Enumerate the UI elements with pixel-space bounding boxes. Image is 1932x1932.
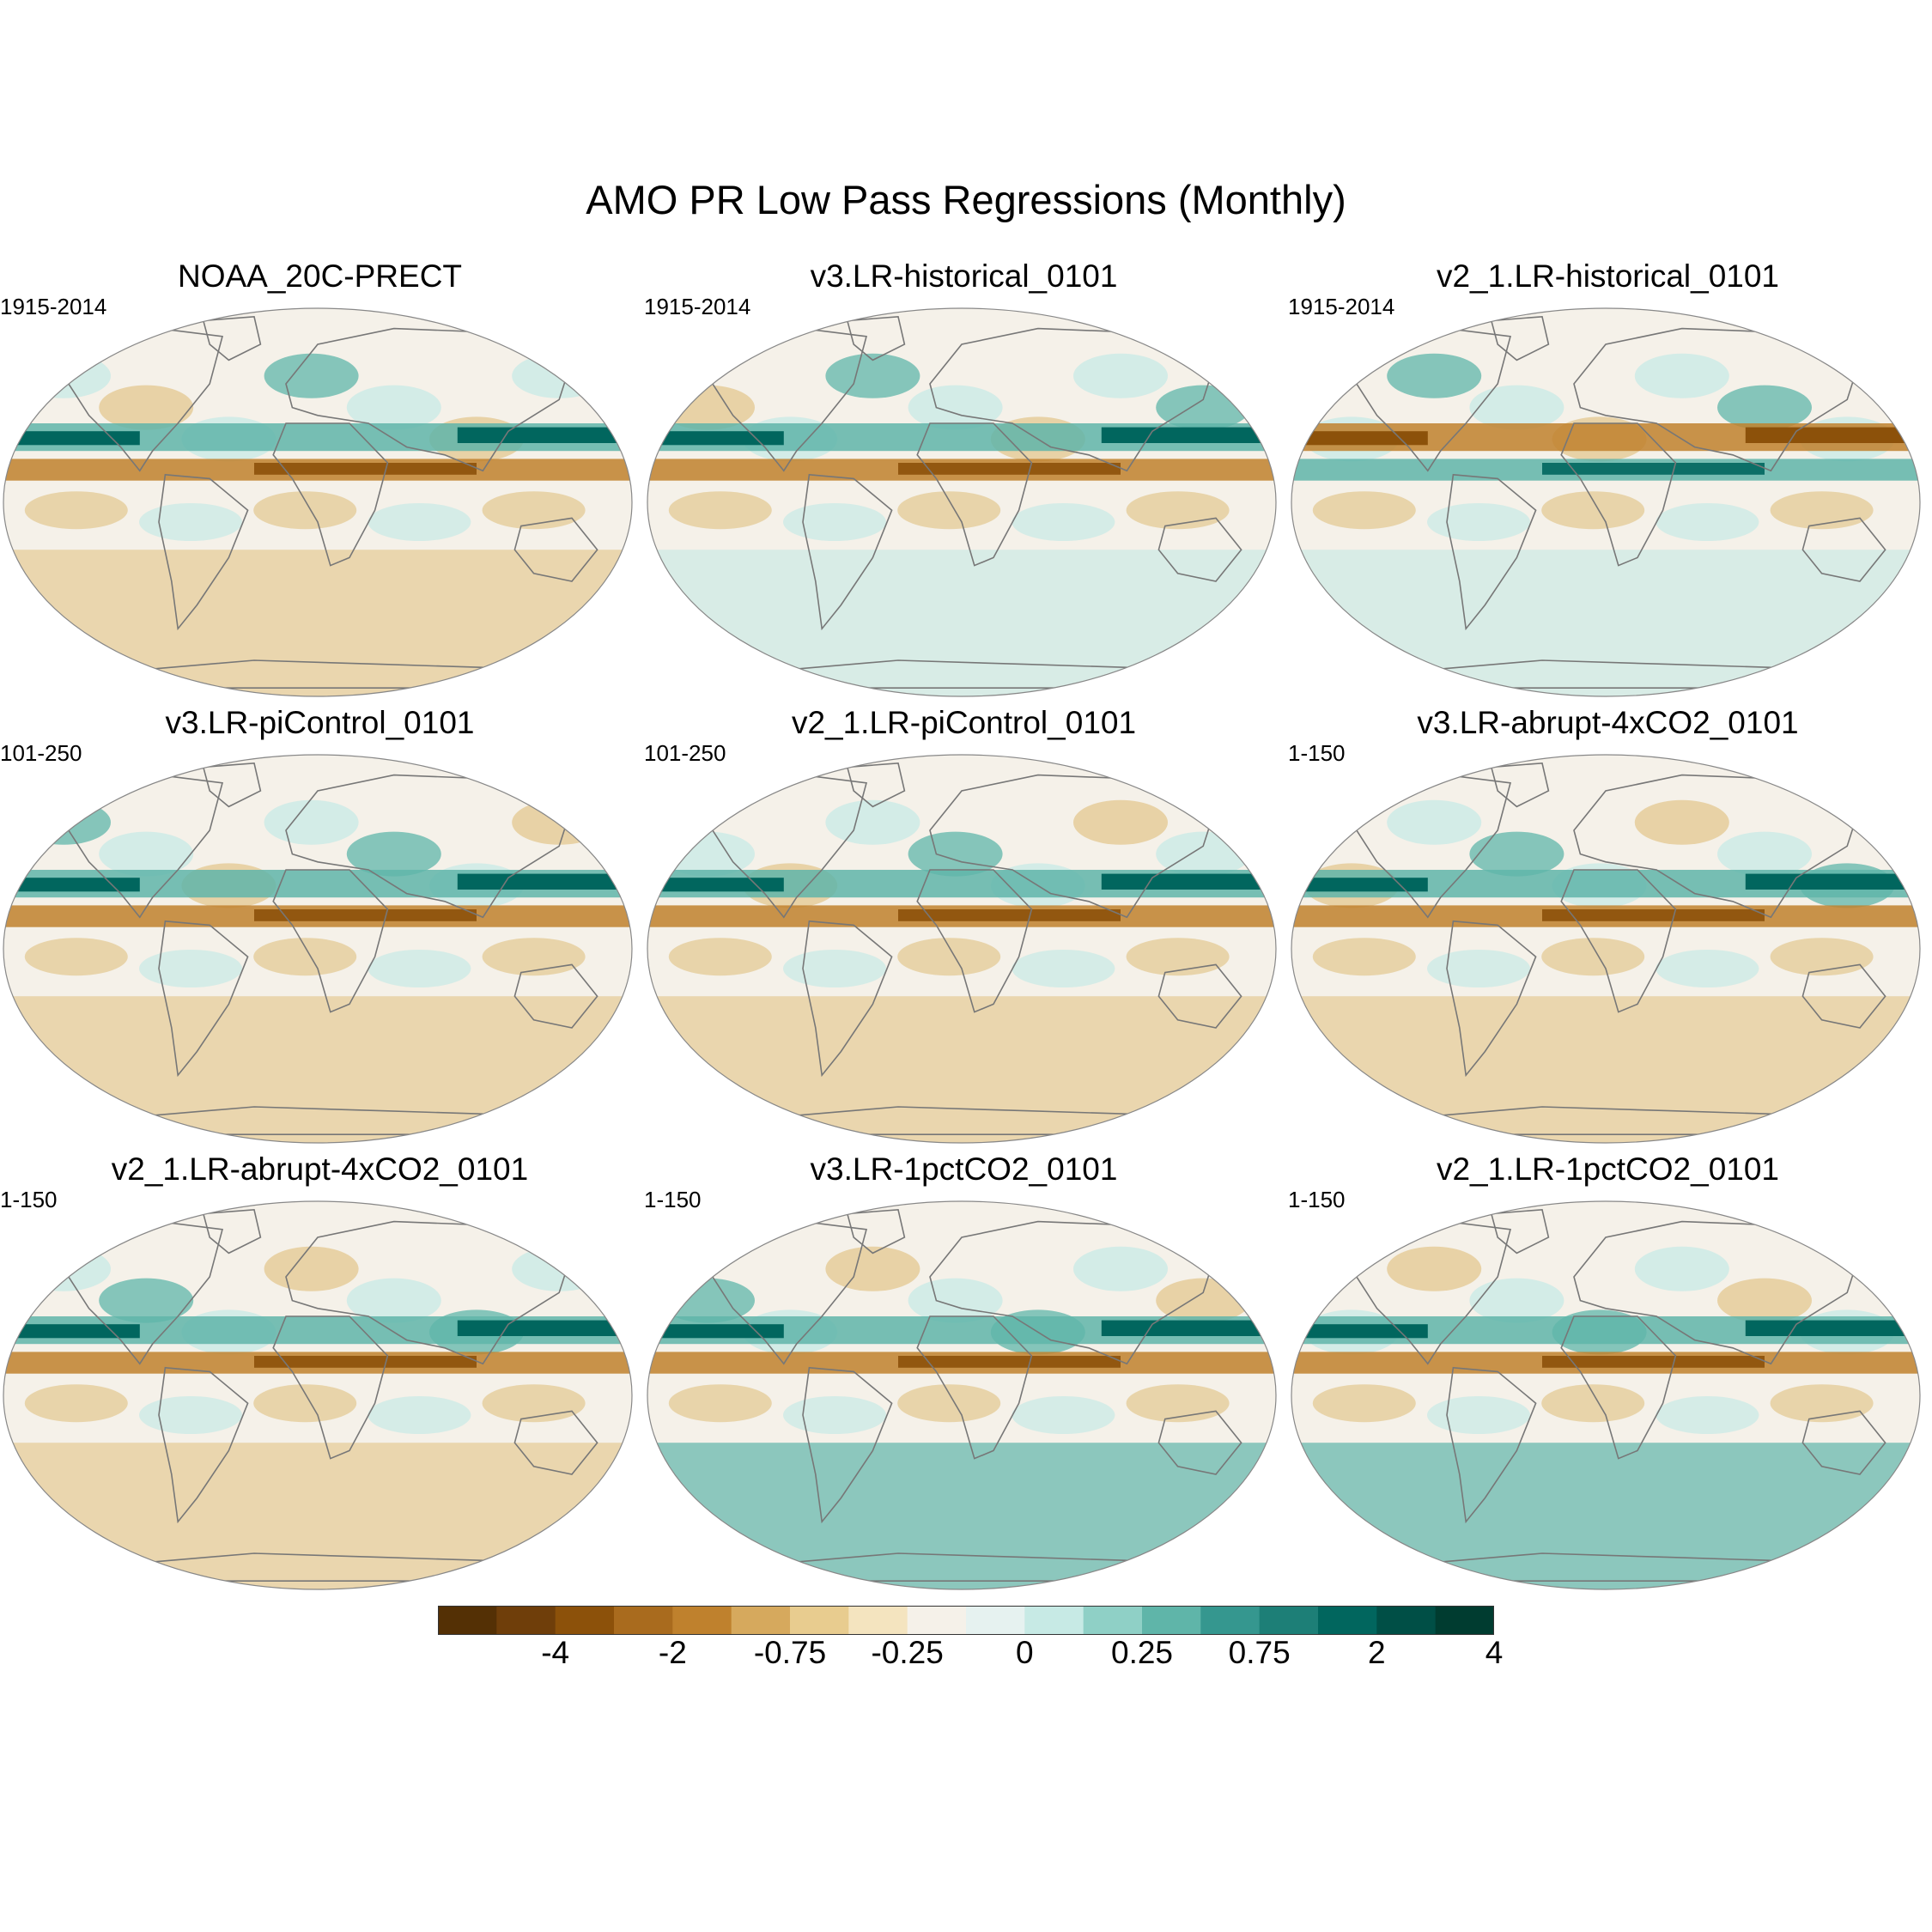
- panel-period: 1-150: [644, 1187, 702, 1212]
- regression-map: [647, 1200, 1277, 1590]
- colorbar-box: [1142, 1606, 1201, 1635]
- colorbar-box: [1435, 1606, 1494, 1635]
- regression-map: [647, 754, 1277, 1144]
- colorbar-box: [614, 1606, 673, 1635]
- figure-title: AMO PR Low Pass Regressions (Monthly): [586, 177, 1346, 222]
- colorbar-label: 0: [1016, 1635, 1034, 1670]
- regression-map: [3, 754, 633, 1144]
- regression-map: [3, 1200, 633, 1590]
- colorbar-box: [966, 1606, 1025, 1635]
- panel-period: 1915-2014: [644, 294, 751, 319]
- panel-title: v2_1.LR-1pctCO2_0101: [1436, 1151, 1780, 1187]
- colorbar-box: [1024, 1606, 1084, 1635]
- panel-title: v2_1.LR-piControl_0101: [791, 705, 1137, 740]
- panel-title: v2_1.LR-historical_0101: [1436, 258, 1779, 294]
- regression-map: [647, 307, 1277, 697]
- map-panel: v3.LR-historical_0101 1915-2014: [644, 258, 1284, 697]
- map-panel: NOAA_20C-PRECT 1915-2014: [0, 258, 640, 697]
- colorbar-box: [907, 1606, 967, 1635]
- colorbar-box: [1083, 1606, 1143, 1635]
- colorbar-box: [848, 1606, 908, 1635]
- regression-map: [1291, 1200, 1921, 1590]
- colorbar-box: [1376, 1606, 1437, 1635]
- panel-period: 101-250: [644, 740, 726, 766]
- map-panel: v2_1.LR-abrupt-4xCO2_0101 1-150: [0, 1151, 640, 1590]
- colorbar: [438, 1606, 1494, 1635]
- colorbar-label: -2: [658, 1635, 687, 1670]
- panel-period: 1-150: [1288, 1187, 1346, 1212]
- regression-map: [3, 307, 633, 697]
- panel-period: 101-250: [0, 740, 82, 766]
- colorbar-label: -0.25: [871, 1635, 944, 1670]
- map-panel: v3.LR-1pctCO2_0101 1-150: [644, 1151, 1284, 1590]
- colorbar-box: [790, 1606, 849, 1635]
- panel-title: v2_1.LR-abrupt-4xCO2_0101: [111, 1151, 529, 1187]
- colorbar-label: 4: [1485, 1635, 1504, 1670]
- colorbar-label: 2: [1368, 1635, 1386, 1670]
- regression-map: [1291, 754, 1921, 1144]
- map-panel: v2_1.LR-piControl_0101 101-250: [644, 704, 1284, 1144]
- colorbar-box: [555, 1606, 615, 1635]
- colorbar-box: [672, 1606, 732, 1635]
- panel-title: v3.LR-abrupt-4xCO2_0101: [1417, 705, 1799, 740]
- colorbar-box: [438, 1606, 497, 1635]
- panel-title: v3.LR-historical_0101: [810, 258, 1118, 294]
- colorbar-label: -0.75: [753, 1635, 827, 1670]
- map-panel: v2_1.LR-1pctCO2_0101 1-150: [1288, 1151, 1928, 1590]
- colorbar-box: [1318, 1606, 1377, 1635]
- panel-period: 1-150: [1288, 740, 1346, 766]
- colorbar-box: [1259, 1606, 1319, 1635]
- colorbar-label: -4: [541, 1635, 570, 1670]
- colorbar-label: 0.25: [1110, 1635, 1174, 1670]
- panel-period: 1915-2014: [1288, 294, 1395, 319]
- colorbar-box: [1200, 1606, 1261, 1635]
- panel-title: NOAA_20C-PRECT: [177, 258, 463, 294]
- colorbar-box: [496, 1606, 556, 1635]
- regression-map: [1291, 307, 1921, 697]
- colorbar-labels: -4 -2 -0.75 -0.25 0 0.25 0.75 2 4: [438, 1633, 1503, 1676]
- panel-period: 1-150: [0, 1187, 58, 1212]
- panel-period: 1915-2014: [0, 294, 107, 319]
- map-panel: v3.LR-abrupt-4xCO2_0101 1-150: [1288, 704, 1928, 1144]
- colorbar-box: [731, 1606, 791, 1635]
- map-panel: v2_1.LR-historical_0101 1915-2014: [1288, 258, 1928, 697]
- panel-title: v3.LR-piControl_0101: [165, 705, 475, 740]
- map-panel: v3.LR-piControl_0101 101-250: [0, 704, 640, 1144]
- colorbar-label: 0.75: [1228, 1635, 1291, 1670]
- panel-title: v3.LR-1pctCO2_0101: [810, 1151, 1118, 1187]
